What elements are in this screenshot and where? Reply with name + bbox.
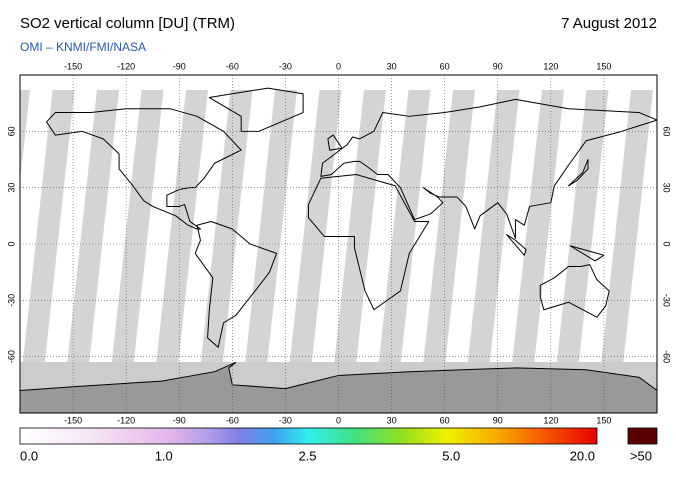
colorbar-overflow <box>627 427 658 445</box>
lon-tick-label: -30 <box>279 61 292 71</box>
lat-tick-label: 60 <box>662 126 672 136</box>
coastline <box>46 108 242 230</box>
lon-tick-label: 30 <box>387 61 397 71</box>
coastline <box>568 159 589 187</box>
coastline <box>194 220 278 348</box>
orbit-swath <box>200 90 253 365</box>
lat-tick-label: -30 <box>6 294 16 307</box>
lon-tick-label: 120 <box>543 61 558 71</box>
orbit-swath <box>20 90 30 182</box>
orbit-swath <box>378 90 431 365</box>
coastline <box>327 134 343 151</box>
lon-tick-label: -60 <box>226 415 239 425</box>
lon-tick-label: 90 <box>493 415 503 425</box>
title: SO2 vertical column [DU] (TRM) <box>20 15 235 32</box>
lat-tick-label: 60 <box>6 126 16 136</box>
lon-tick-label: 150 <box>596 61 611 71</box>
colorbar-label: 2.5 <box>298 448 316 463</box>
orbit-swath <box>601 90 653 365</box>
orbit-swath <box>22 90 75 365</box>
colorbar-label: 1.0 <box>155 448 173 463</box>
orbit-swath <box>111 90 164 365</box>
colorbar <box>19 427 598 445</box>
lon-tick-label: -90 <box>173 415 186 425</box>
colorbar-label: 5.0 <box>442 448 460 463</box>
lon-tick-label: -120 <box>117 415 135 425</box>
lon-tick-label: -60 <box>226 61 239 71</box>
coastline <box>307 174 430 311</box>
coastline <box>569 245 605 262</box>
lon-tick-label: -120 <box>117 61 135 71</box>
orbit-swath <box>245 90 297 365</box>
lon-tick-label: -30 <box>279 415 292 425</box>
lon-tick-label: -90 <box>173 61 186 71</box>
colorbar-label: 20.0 <box>570 448 595 463</box>
coastline <box>320 98 657 239</box>
lat-tick-label: -60 <box>6 350 16 363</box>
lon-tick-label: 90 <box>493 61 503 71</box>
subtitle: OMI – KNMI/FMI/NASA <box>20 40 146 54</box>
lon-tick-label: 0 <box>336 61 341 71</box>
orbit-swath <box>467 90 520 365</box>
orbit-swath <box>67 90 119 365</box>
lat-tick-label: 30 <box>662 183 672 193</box>
lat-tick-label: 30 <box>6 183 16 193</box>
lat-tick-label: -30 <box>662 294 672 307</box>
orbit-swath <box>556 90 609 365</box>
lat-tick-label: 0 <box>662 241 672 246</box>
lon-tick-label: 30 <box>387 415 397 425</box>
colorbar-overflow-label: >50 <box>630 448 652 463</box>
coastline <box>539 264 610 318</box>
date: 7 August 2012 <box>561 15 657 32</box>
colorbar-label: 0.0 <box>20 448 38 463</box>
lon-tick-label: -150 <box>64 415 82 425</box>
lon-tick-label: 120 <box>543 415 558 425</box>
lon-tick-label: -150 <box>64 61 82 71</box>
coastline <box>506 234 527 256</box>
lon-tick-label: 0 <box>336 415 341 425</box>
lat-tick-label: 0 <box>6 241 16 246</box>
orbit-swath <box>156 90 208 365</box>
lon-tick-label: 60 <box>440 415 450 425</box>
orbit-swath <box>423 90 475 365</box>
lon-tick-label: 150 <box>596 415 611 425</box>
lon-tick-label: 60 <box>440 61 450 71</box>
coastline <box>208 87 304 132</box>
orbit-swath <box>512 90 564 365</box>
orbit-swath <box>334 90 386 365</box>
lat-tick-label: -60 <box>662 350 672 363</box>
